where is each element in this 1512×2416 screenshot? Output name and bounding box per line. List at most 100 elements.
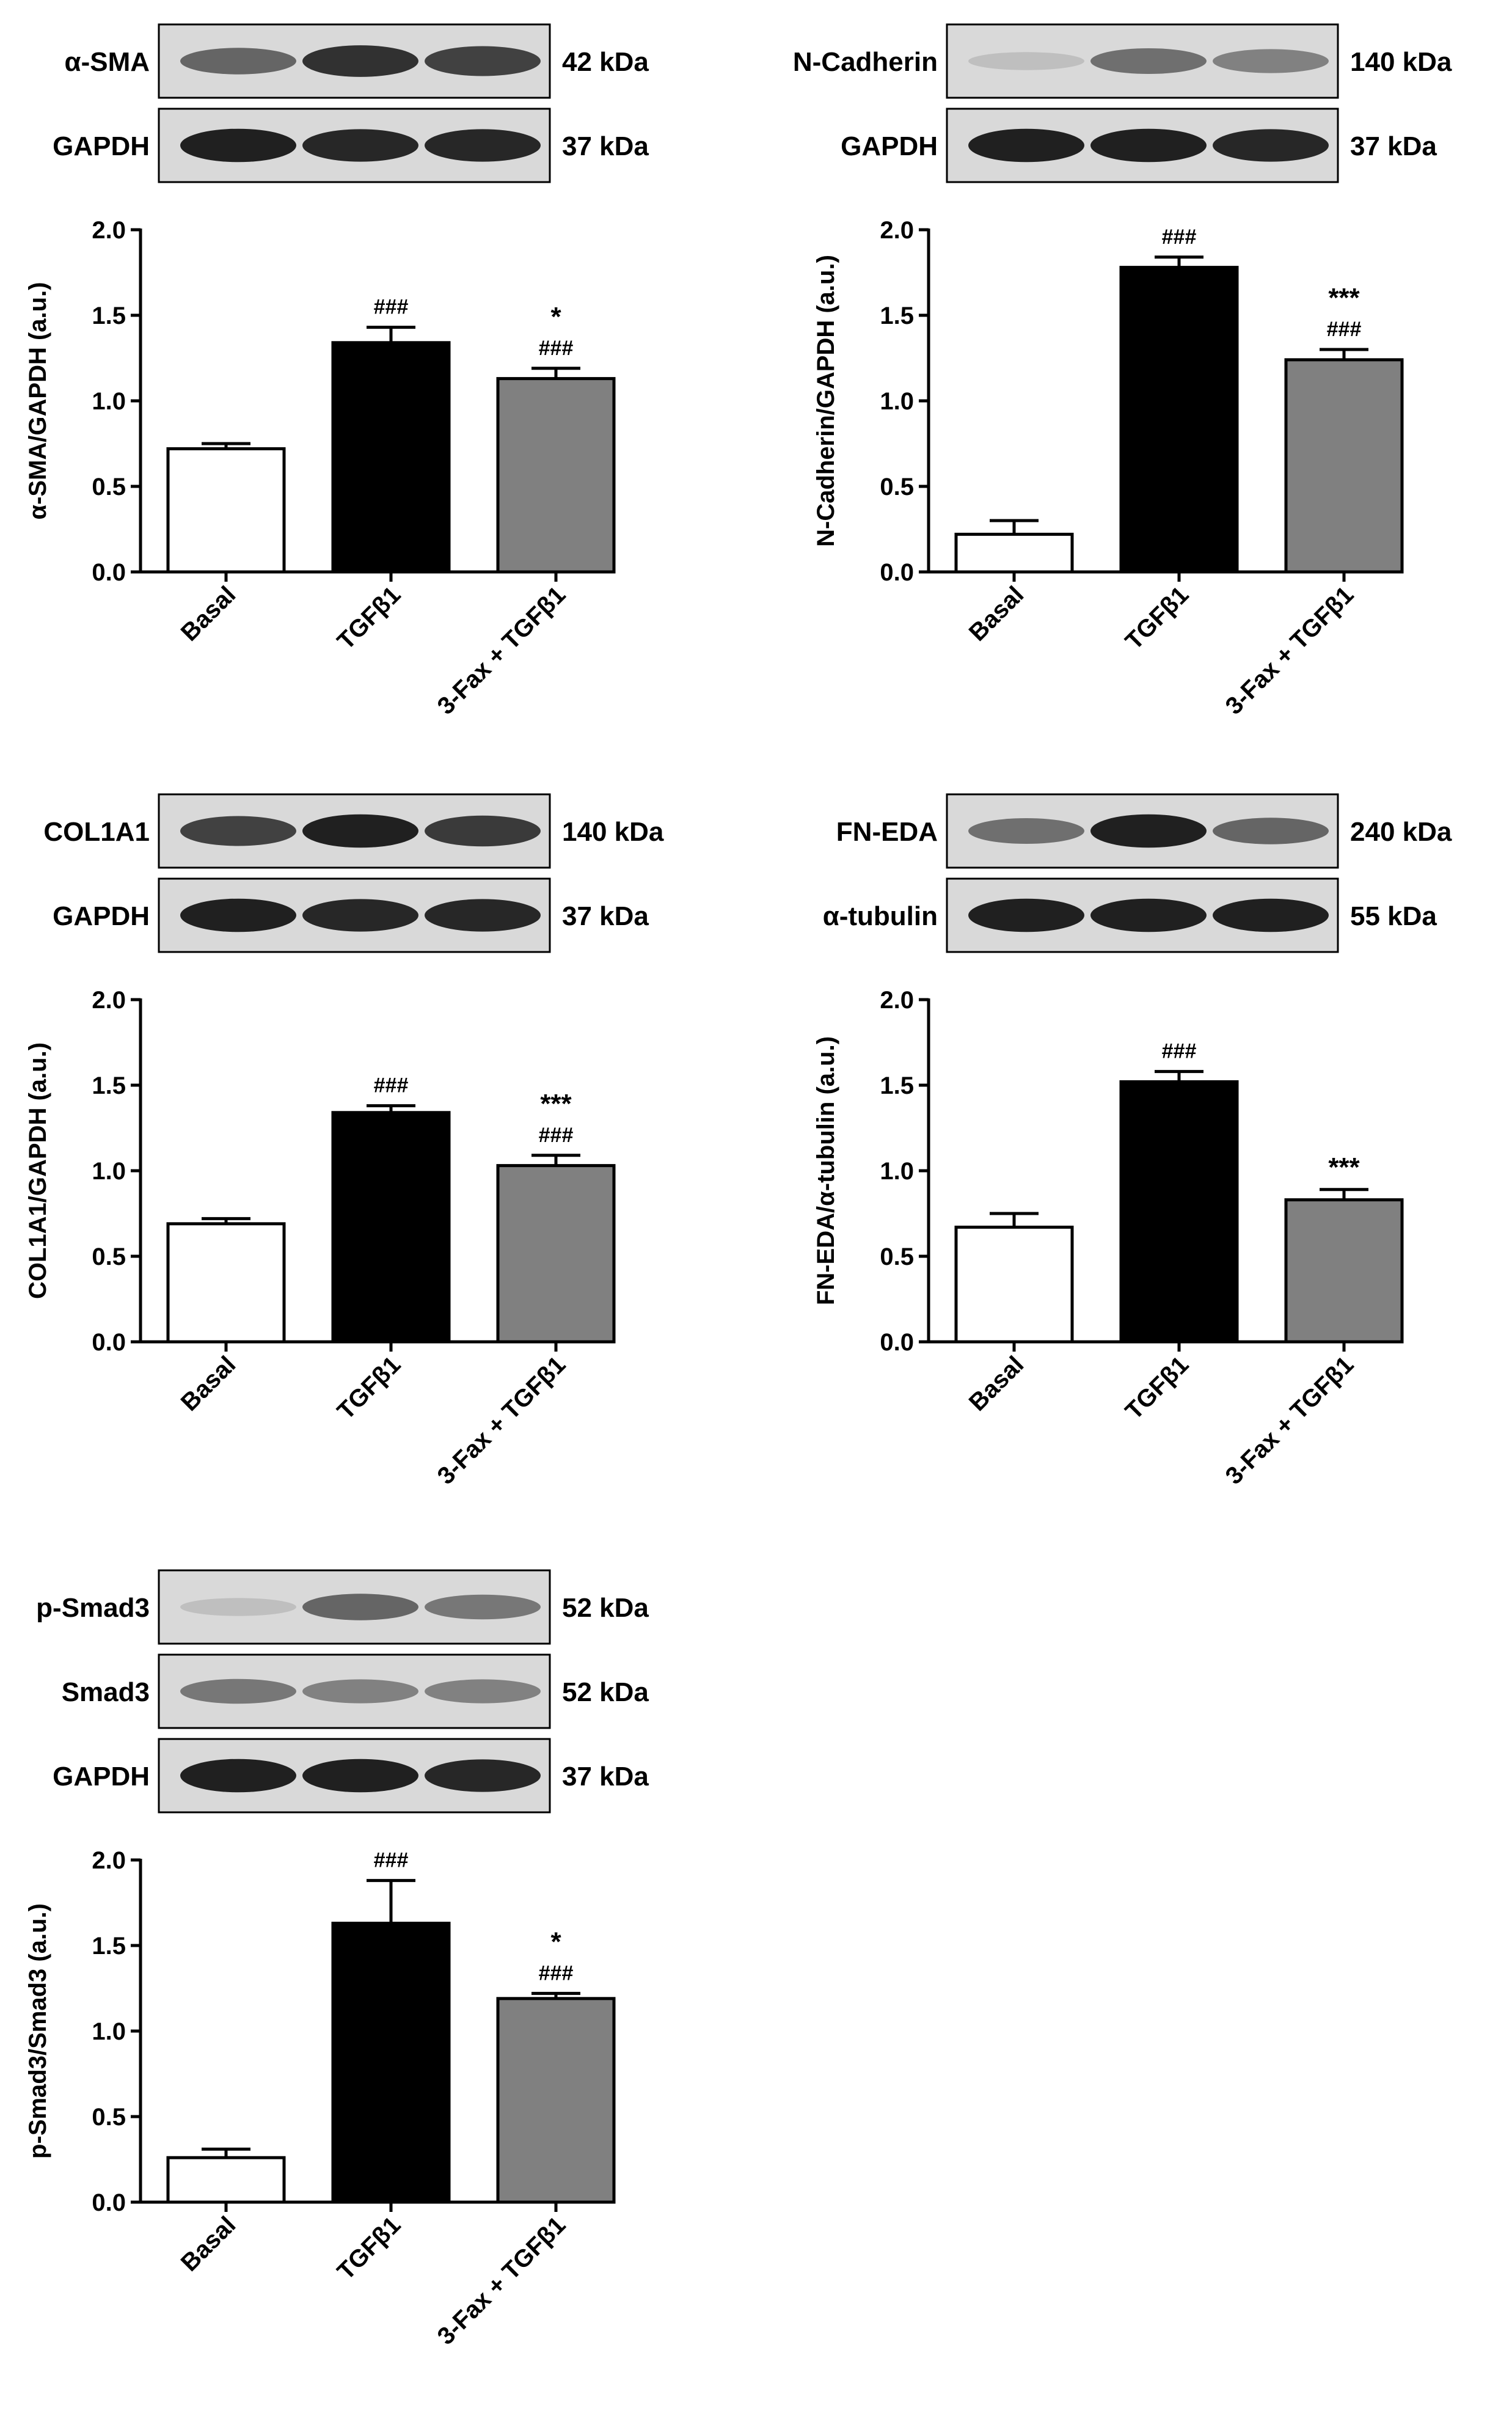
blot-band <box>1090 128 1207 163</box>
blot-band <box>425 899 541 932</box>
blot-label: FN-EDA <box>836 817 938 847</box>
blot-strip: N-Cadherin 140 kDa <box>793 23 1452 99</box>
bar <box>496 377 616 574</box>
blot-band <box>425 815 541 847</box>
bar <box>954 1225 1074 1344</box>
x-tick-label: Basal <box>964 1351 1029 1416</box>
significance-label: ### <box>1162 1040 1197 1063</box>
blot-band <box>425 1594 541 1620</box>
blot-band <box>302 1759 418 1793</box>
blot-size-label: 37 kDa <box>562 1762 649 1792</box>
blot-size-label: 52 kDa <box>562 1593 649 1623</box>
y-tick-label: 2.0 <box>92 987 126 1014</box>
blot-size-label: 37 kDa <box>562 131 649 161</box>
y-axis-label: COL1A1/GAPDH (a.u.) <box>24 1042 51 1299</box>
x-tick-label: Basal <box>176 1351 241 1416</box>
blot-band <box>1090 814 1207 848</box>
panel-p-smad3: p-Smad3 52 kDa Smad3 52 kDa GAPDH 37 kDa 0.0 0.… <box>0 1546 733 2404</box>
bar <box>954 532 1074 574</box>
panel-n-cadherin: N-Cadherin 140 kDa GAPDH 37 kDa 0.0 0.5 1.0 1.5… <box>788 0 1512 761</box>
y-tick-label: 0.0 <box>880 1329 914 1356</box>
blot-band <box>1213 129 1329 162</box>
blot-strip: α-SMA 42 kDa <box>65 23 649 99</box>
y-tick-label: 2.0 <box>92 217 126 244</box>
y-tick-label: 0.0 <box>880 559 914 586</box>
y-tick-label: 0.0 <box>92 1329 126 1356</box>
x-tick-label: 3-Fax + TGFβ1 <box>433 1351 571 1490</box>
blot-strip: GAPDH 37 kDa <box>53 1738 649 1814</box>
chart-col1a1: COL1A1 140 kDa GAPDH 37 kDa 0.0 0.5 1.0 1.5 2.0 C… <box>24 793 664 1490</box>
significance-label: *** <box>1328 1152 1360 1182</box>
x-tick-label: 3-Fax + TGFβ1 <box>433 2211 571 2350</box>
blot-size-label: 55 kDa <box>1350 901 1437 931</box>
x-tick-label: Basal <box>964 581 1029 646</box>
significance-label: ### <box>539 1961 574 1985</box>
y-axis-label: N-Cadherin/GAPDH (a.u.) <box>813 255 839 547</box>
blot-frame <box>158 1653 551 1729</box>
bar <box>331 1111 451 1344</box>
y-axis-label: FN-EDA/α-tubulin (a.u.) <box>813 1036 839 1305</box>
bar <box>331 341 451 574</box>
blot-strip: Smad3 52 kDa <box>62 1653 649 1729</box>
blot-label: Smad3 <box>62 1677 150 1707</box>
y-tick-label: 0.0 <box>92 2189 126 2216</box>
bar <box>1284 358 1404 574</box>
axes: 0.0 0.5 1.0 1.5 2.0 N-Cadherin/GAPDH (a.u.) <box>813 217 1393 586</box>
blot-frame <box>946 23 1339 99</box>
y-tick-label: 1.5 <box>880 302 914 329</box>
y-tick-label: 1.0 <box>880 1158 914 1185</box>
blot-size-label: 52 kDa <box>562 1677 649 1707</box>
bar <box>496 1164 616 1344</box>
x-tick-label: Basal <box>176 2211 241 2277</box>
blot-band <box>302 814 418 848</box>
blot-size-label: 140 kDa <box>1350 47 1452 77</box>
blot-band <box>968 52 1084 70</box>
blot-band <box>180 816 296 846</box>
blot-strip: p-Smad3 52 kDa <box>36 1569 649 1645</box>
blot-label: GAPDH <box>53 901 150 931</box>
blot-band <box>302 129 418 162</box>
y-tick-label: 0.5 <box>92 474 126 500</box>
bar <box>1119 266 1239 574</box>
blot-label: COL1A1 <box>43 817 150 847</box>
y-tick-label: 2.0 <box>92 1847 126 1874</box>
blot-band <box>180 128 296 163</box>
blot-size-label: 140 kDa <box>562 817 664 847</box>
significance-label: * <box>550 302 561 332</box>
chart-p-smad3: p-Smad3 52 kDa Smad3 52 kDa GAPDH 37 kDa 0.0 0.… <box>24 1569 649 2350</box>
panel-fn-eda: FN-EDA 240 kDa α-tubulin 55 kDa 0.0 0.5 1.0 1.5… <box>788 770 1512 1531</box>
bar <box>496 1997 616 2204</box>
y-tick-label: 1.5 <box>92 1072 126 1099</box>
blot-label: p-Smad3 <box>36 1593 150 1623</box>
blot-band <box>425 46 541 76</box>
blot-band <box>302 45 418 77</box>
bar <box>166 2156 286 2204</box>
y-tick-label: 1.0 <box>92 2018 126 2045</box>
x-tick-label: TGFβ1 <box>332 581 406 655</box>
x-tick-label: 3-Fax + TGFβ1 <box>1221 581 1359 720</box>
blot-band <box>1213 898 1329 932</box>
blot-band <box>1090 898 1207 932</box>
blot-band <box>1090 48 1207 74</box>
x-tick-label: 3-Fax + TGFβ1 <box>433 581 571 720</box>
blot-band <box>1213 818 1329 844</box>
x-tick-label: TGFβ1 <box>1120 581 1194 655</box>
y-tick-label: 1.0 <box>880 388 914 415</box>
chart-n-cadherin: N-Cadherin 140 kDa GAPDH 37 kDa 0.0 0.5 1.0 1.5… <box>793 23 1452 720</box>
blot-size-label: 37 kDa <box>562 901 649 931</box>
blot-band <box>302 1594 418 1620</box>
significance-label: ### <box>539 337 574 360</box>
blot-strip: FN-EDA 240 kDa <box>836 793 1452 869</box>
y-tick-label: 0.5 <box>92 2104 126 2131</box>
blot-band <box>968 128 1084 163</box>
y-tick-label: 1.0 <box>92 1158 126 1185</box>
x-tick-label: TGFβ1 <box>1120 1351 1194 1425</box>
blot-band <box>425 1759 541 1792</box>
blot-band <box>968 898 1084 932</box>
blot-label: GAPDH <box>53 131 150 161</box>
blot-label: α-SMA <box>65 47 150 77</box>
significance-label: *** <box>1328 283 1360 313</box>
significance-label: ### <box>1162 225 1197 249</box>
significance-label: ### <box>539 1124 574 1147</box>
significance-label: ### <box>374 1849 409 1872</box>
